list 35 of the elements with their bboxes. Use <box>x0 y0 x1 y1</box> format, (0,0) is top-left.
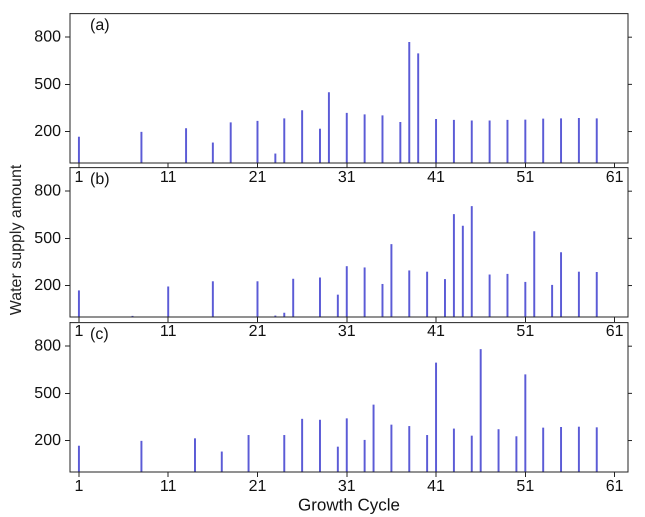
x-tick-label: 41 <box>427 169 446 186</box>
x-tick-label: 51 <box>516 323 534 340</box>
x-tick-label: 31 <box>338 478 356 496</box>
x-tick-label: 21 <box>248 323 266 340</box>
y-tick-label: 500 <box>34 384 62 402</box>
x-tick-label: 1 <box>74 169 84 186</box>
x-tick-label: 11 <box>160 478 177 496</box>
x-tick-label: 61 <box>606 323 624 340</box>
y-tick-label: 200 <box>34 122 62 140</box>
y-tick-label: 800 <box>34 28 62 46</box>
y-tick-label: 500 <box>34 76 62 93</box>
x-tick-label: 11 <box>160 169 177 186</box>
x-tick-label: 31 <box>338 169 356 186</box>
chart-title: (a) <box>90 17 110 34</box>
chart-title: (c) <box>90 326 109 344</box>
y-tick-label: 500 <box>34 230 62 247</box>
x-tick-label: 21 <box>248 478 266 496</box>
y-tick-label: 800 <box>34 182 62 200</box>
x-tick-label: 41 <box>427 323 446 340</box>
x-tick-label: 51 <box>516 169 534 186</box>
x-tick-label: 51 <box>516 478 534 496</box>
y-tick-label: 200 <box>34 276 62 294</box>
y-tick-label: 200 <box>34 432 62 449</box>
x-tick-label: 11 <box>160 323 177 340</box>
x-tick-label: 21 <box>248 169 266 186</box>
x-axis-title: Growth Cycle <box>298 495 400 514</box>
y-tick-label: 800 <box>34 338 62 355</box>
x-tick-label: 41 <box>427 478 446 496</box>
x-tick-label: 61 <box>606 478 624 496</box>
chart-title: (b) <box>90 171 110 188</box>
y-axis-title: Water supply amount <box>8 164 26 316</box>
x-tick-label: 31 <box>338 323 356 340</box>
x-tick-label: 61 <box>606 169 624 186</box>
x-tick-label: 1 <box>74 323 84 340</box>
x-tick-label: 1 <box>74 478 84 496</box>
